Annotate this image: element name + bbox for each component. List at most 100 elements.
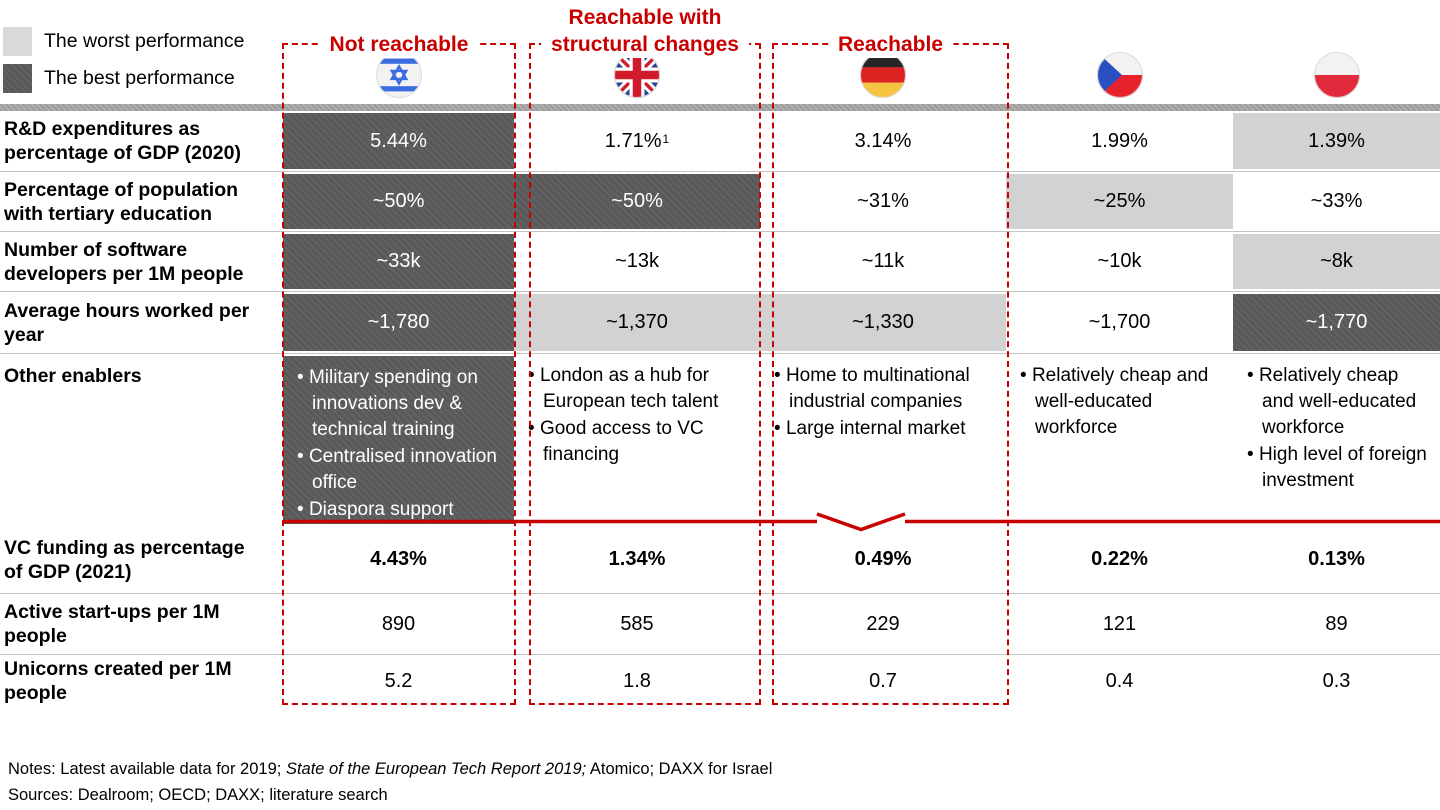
bullet-list: Relatively cheap and well-educated workf…: [1020, 363, 1223, 441]
table-row-other-enablers: Other enablers Military spending on inno…: [0, 354, 1440, 526]
value-text: 0.13%: [1308, 548, 1365, 570]
value-text: ~50%: [372, 190, 425, 212]
notes-line: Notes: Latest available data for 2019; S…: [8, 756, 772, 782]
table-row-tertiary-education: Percentage of population with tertiary e…: [0, 172, 1440, 232]
value-text: 0.22%: [1091, 548, 1148, 570]
value-cell-germany: 229: [760, 594, 1006, 654]
value-cell-israel: 5.44%: [283, 111, 514, 171]
israel-flag-svg: [375, 52, 422, 98]
value-text: 229: [866, 612, 900, 635]
value-text: 0.49%: [854, 548, 912, 570]
comparison-table: R&D expenditures as percentage of GDP (2…: [0, 0, 1440, 707]
bullet-list: Home to multinational industrial compani…: [774, 363, 996, 442]
value-text: ~10k: [1097, 250, 1142, 272]
value-text: 1.34%: [608, 548, 666, 570]
value-text: 5.44%: [370, 129, 427, 152]
value-text: ~1,330: [852, 311, 914, 333]
enablers-cell-czech: Relatively cheap and well-educated workf…: [1006, 354, 1233, 526]
value-text: ~31%: [857, 190, 909, 212]
bullet-item: Diaspora support: [297, 497, 504, 523]
bullet-item: Large internal market: [774, 416, 996, 442]
value-text: 0.4: [1105, 669, 1134, 692]
value-cell-germany: ~11k: [760, 232, 1006, 291]
value-cell-poland: ~33%: [1233, 172, 1440, 231]
best-performance-swatch: [3, 63, 32, 93]
value-cell-israel: ~33k: [283, 232, 514, 291]
germany-flag-icon: [760, 0, 1006, 104]
row-label: Active start-ups per 1M people: [4, 601, 220, 647]
value-cell-germany: ~31%: [760, 172, 1006, 231]
value-cell-poland: 0.13%: [1233, 526, 1440, 593]
row-label: Average hours worked per year: [4, 299, 250, 346]
value-cell-israel: ~50%: [283, 172, 514, 231]
bullet-list: Military spending on innovations dev & t…: [297, 365, 504, 523]
value-cell-czech: ~10k: [1006, 232, 1233, 291]
row-label: Other enablers: [4, 365, 142, 387]
bullet-item: Military spending on innovations dev & t…: [297, 365, 504, 443]
value-text: 0.3: [1322, 669, 1351, 692]
bullet-item: Centralised innovation office: [297, 444, 504, 496]
value-text: 1.39%: [1308, 129, 1365, 152]
value-text: ~1,780: [367, 311, 430, 333]
legend-worst-row: The worst performance: [3, 26, 245, 56]
israel-flag-icon: [283, 0, 514, 104]
value-text: ~13k: [615, 250, 659, 272]
table-row-software-developers: Number of software developers per 1M peo…: [0, 232, 1440, 292]
table-row-vc-funding: VC funding as percentage of GDP (2021) 4…: [0, 526, 1440, 594]
enablers-cell-poland: Relatively cheap and well-educated workf…: [1233, 354, 1440, 526]
value-text: ~50%: [611, 190, 663, 212]
header-separator-bar: [0, 104, 1440, 111]
value-cell-israel: 5.2: [283, 655, 514, 707]
row-label: Number of software developers per 1M peo…: [4, 238, 244, 285]
value-text: ~1,370: [606, 311, 668, 333]
value-text: ~11k: [861, 250, 905, 272]
enablers-cell-germany: Home to multinational industrial compani…: [760, 354, 1006, 526]
legend-best-label: The best performance: [44, 66, 235, 89]
poland-flag-svg: [1313, 52, 1360, 98]
value-cell-israel: ~1,780: [283, 292, 514, 353]
legend-best-row: The best performance: [3, 63, 245, 93]
enablers-cell-israel: Military spending on innovations dev & t…: [283, 354, 514, 526]
value-cell-uk: 1.8: [514, 655, 760, 707]
value-text: ~33%: [1310, 190, 1363, 212]
value-cell-poland: ~8k: [1233, 232, 1440, 291]
sources-line: Sources: Dealroom; OECD; DAXX; literatur…: [8, 786, 388, 804]
value-text: ~25%: [1093, 190, 1146, 212]
row-label: Percentage of population with tertiary e…: [4, 178, 239, 225]
value-cell-uk: 1.71% 1: [514, 111, 760, 171]
bullet-item: Home to multinational industrial compani…: [774, 363, 996, 415]
notes-prefix: Notes: Latest available data for 2019;: [8, 760, 286, 778]
value-text: 1.8: [623, 669, 651, 692]
value-cell-poland: ~1,770: [1233, 292, 1440, 353]
uk-flag-svg: [614, 52, 660, 98]
value-text: ~8k: [1320, 250, 1353, 272]
notes-italic: State of the European Tech Report 2019;: [285, 760, 587, 778]
value-cell-poland: 89: [1233, 594, 1440, 654]
value-cell-israel: 890: [283, 594, 514, 654]
legend: The worst performance The best performan…: [3, 26, 245, 100]
table-row-active-startups: Active start-ups per 1M people 890 585 2…: [0, 594, 1440, 655]
value-text: 4.43%: [370, 548, 427, 570]
value-cell-czech: ~1,700: [1006, 292, 1233, 353]
value-cell-uk: ~50%: [514, 172, 760, 231]
value-cell-germany: 3.14%: [760, 111, 1006, 171]
value-text: ~1,700: [1088, 311, 1151, 333]
value-cell-germany: 0.49%: [760, 526, 1006, 593]
germany-flag-svg: [860, 52, 906, 98]
value-cell-czech: 0.4: [1006, 655, 1233, 707]
value-text: 3.14%: [854, 129, 912, 152]
value-text: 890: [381, 612, 416, 635]
bullet-list: London as a hub for European tech talent…: [528, 363, 750, 468]
value-cell-uk: 1.34%: [514, 526, 760, 593]
bullet-item: London as a hub for European tech talent: [528, 363, 750, 415]
value-cell-israel: 4.43%: [283, 526, 514, 593]
czech-flag-icon: [1006, 0, 1233, 104]
uk-flag-icon: [514, 0, 760, 104]
value-cell-czech: 1.99%: [1006, 111, 1233, 171]
row-label: Unicorns created per 1M people: [4, 658, 232, 704]
footnotes: Notes: Latest available data for 2019; S…: [8, 756, 772, 808]
value-text: 5.2: [384, 669, 413, 692]
value-cell-czech: 121: [1006, 594, 1233, 654]
table-row-hours-worked: Average hours worked per year ~1,780 ~1,…: [0, 292, 1440, 354]
bullet-item: Relatively cheap and well-educated workf…: [1020, 363, 1223, 441]
